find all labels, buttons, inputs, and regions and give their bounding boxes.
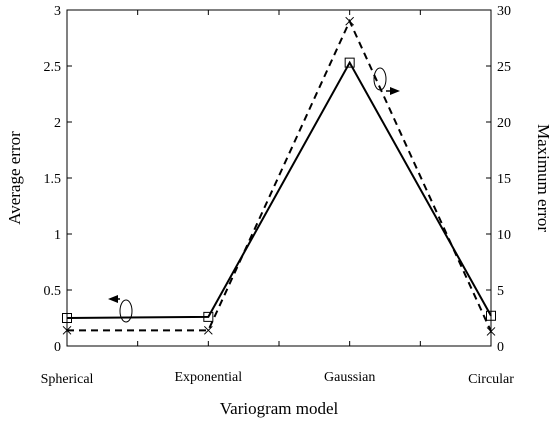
x-category-label: Spherical: [41, 372, 94, 387]
y-tick-label-right: 30: [497, 4, 511, 19]
y-tick-label-right: 25: [497, 60, 511, 75]
arrow-right-head: [390, 87, 400, 95]
data-point-x: [62, 325, 72, 335]
markers-group: [62, 16, 496, 336]
x-category-label: Circular: [468, 372, 514, 387]
series-line-2: [67, 18, 492, 332]
data-point-square: [486, 310, 496, 321]
y-tick-label-left: 1: [54, 228, 61, 243]
data-point-square: [203, 311, 214, 322]
y-tick-label-left: 0: [54, 340, 61, 355]
arrow-left-head: [108, 295, 118, 303]
y-tick-label-right: 10: [497, 228, 511, 243]
x-axis-title: Variogram model: [220, 399, 339, 418]
y-tick-label-right: 5: [497, 284, 504, 299]
y-tick-label-right: 15: [497, 172, 511, 187]
data-point-square: [344, 57, 355, 68]
y-tick-label-left: 2: [54, 116, 61, 131]
data-point-x: [345, 16, 355, 26]
axis-indicator-ellipse-left: [119, 299, 133, 323]
annotations-group: [108, 67, 400, 323]
series-group: [66, 18, 492, 332]
data-point-x: [486, 327, 496, 336]
y-axis-title-left: Average error: [5, 131, 24, 225]
x-marker-stroke: [203, 325, 213, 335]
data-point-square: [62, 313, 72, 323]
x-marker-stroke: [486, 327, 496, 336]
y-tick-label-left: 2.5: [44, 60, 62, 75]
y-tick-label-left: 1.5: [44, 172, 62, 187]
y-tick-label-left: 0.5: [44, 284, 62, 299]
y-tick-label-left: 3: [54, 4, 61, 19]
series-line-1: [66, 60, 492, 319]
data-point-x: [203, 325, 213, 335]
y-tick-label-right: 20: [497, 116, 511, 131]
axis-indicator-ellipse-right: [373, 67, 387, 91]
y-tick-label-right: 0: [497, 340, 504, 355]
y-axis-title-right: Maximum error: [534, 124, 550, 232]
x-marker-stroke: [62, 325, 72, 335]
plot-frame: [66, 9, 492, 347]
x-category-label: Gaussian: [324, 370, 375, 385]
x-category-label: Exponential: [175, 370, 243, 385]
x-marker-stroke: [345, 16, 355, 26]
